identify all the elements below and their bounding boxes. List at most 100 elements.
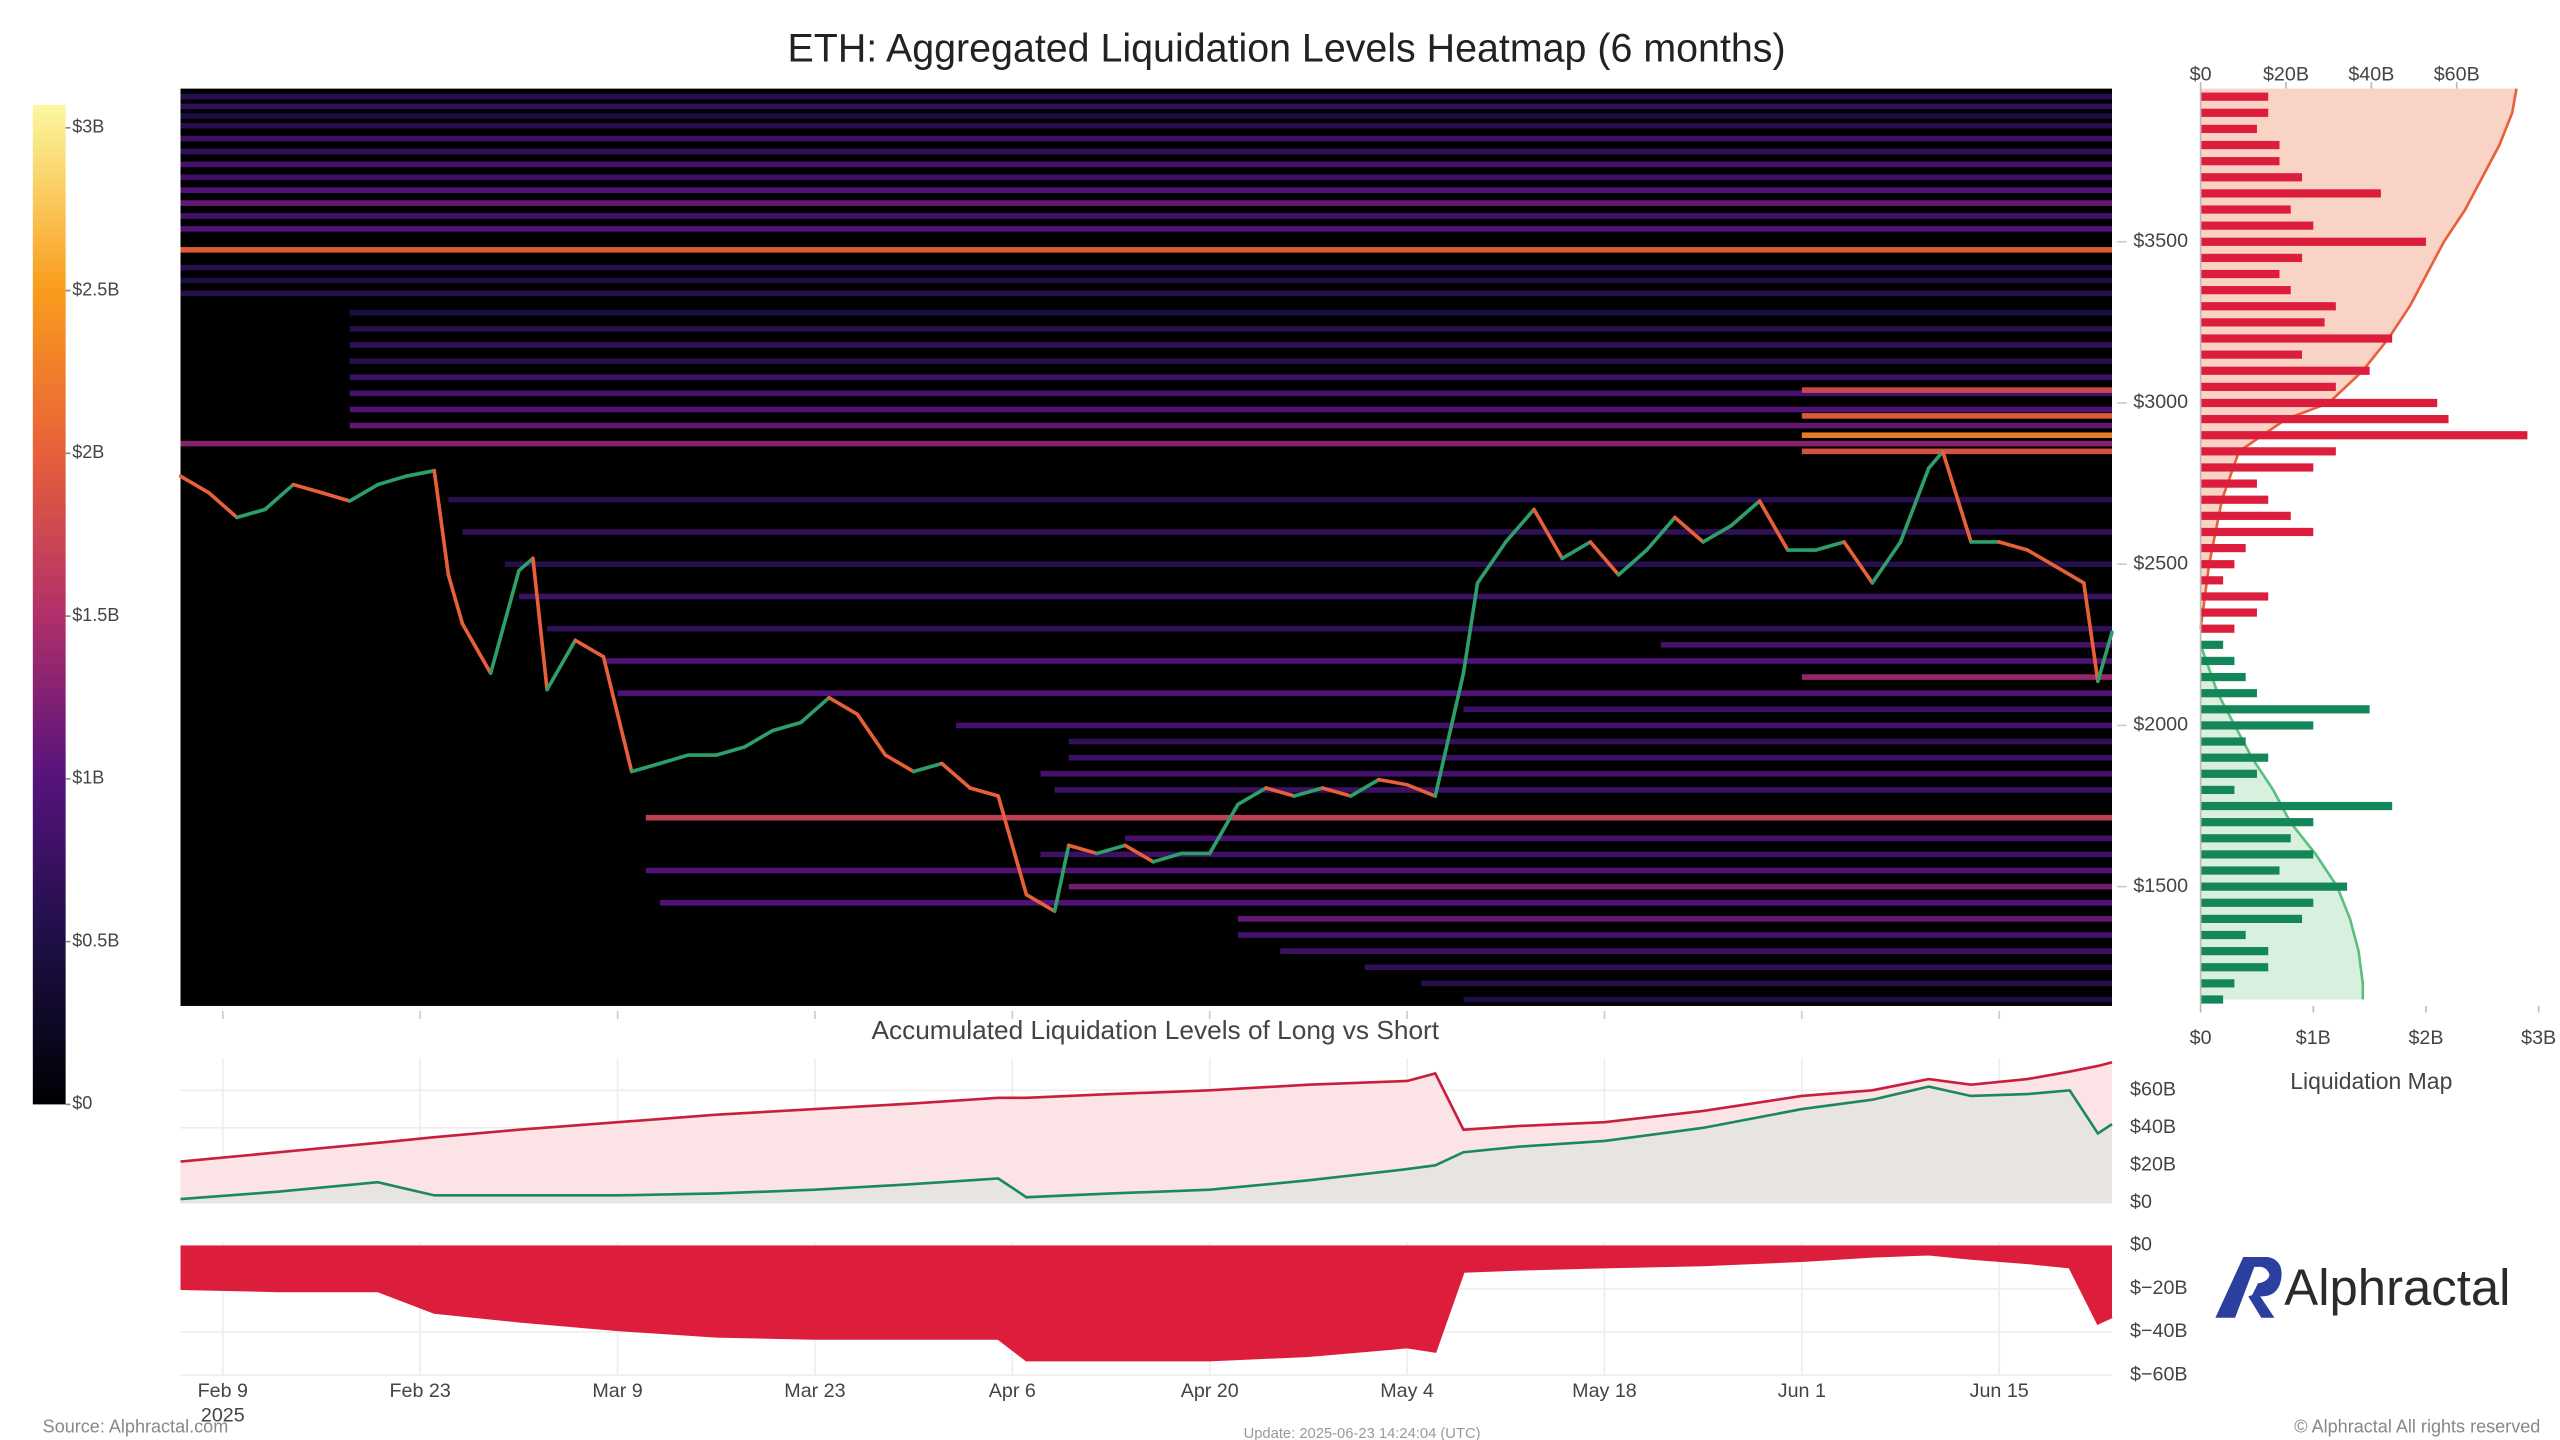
liquidation-bar bbox=[2200, 269, 2280, 279]
liquidation-bar bbox=[2200, 124, 2257, 134]
liquidation-bar bbox=[2200, 140, 2280, 150]
colorbar-tick-label: $2.5B bbox=[72, 279, 119, 299]
map-title: Liquidation Map bbox=[2290, 1068, 2452, 1094]
map-x2-tick-label: $40B bbox=[2348, 64, 2394, 86]
price-tick-label: $1500 bbox=[2133, 875, 2188, 897]
price-segment bbox=[1207, 802, 1240, 856]
x-tick-label: Jun 1 bbox=[1778, 1380, 1826, 1402]
price-segment bbox=[940, 761, 972, 790]
x-tick-label: Mar 23 bbox=[784, 1380, 845, 1402]
price-segment bbox=[319, 490, 352, 503]
liquidation-bar bbox=[2200, 672, 2246, 682]
y-tick-label: $−40B bbox=[2130, 1320, 2187, 1342]
liquidation-bar bbox=[2200, 431, 2528, 440]
liquidation-bar bbox=[2200, 334, 2393, 343]
liquidation-bar bbox=[2200, 447, 2336, 456]
heat-band bbox=[462, 529, 2112, 535]
price-segment bbox=[1616, 548, 1649, 577]
liquidation-bar bbox=[2200, 189, 2381, 198]
liquidation-bar bbox=[2200, 318, 2325, 327]
liquidation-bar bbox=[2200, 157, 2280, 166]
map-x2-tick-label: $0 bbox=[2190, 64, 2212, 86]
heat-band bbox=[518, 593, 2113, 600]
logo-text: Alphractal bbox=[2284, 1259, 2510, 1316]
price-segment bbox=[545, 638, 578, 692]
price-segment bbox=[1123, 843, 1156, 864]
price-segment bbox=[601, 654, 634, 774]
price-segment bbox=[460, 622, 493, 675]
liquidation-bar bbox=[2200, 866, 2280, 875]
price-segment bbox=[404, 468, 437, 478]
heat-band bbox=[180, 113, 2112, 119]
liquidation-bar bbox=[2200, 979, 2235, 988]
price-segment bbox=[1377, 777, 1409, 787]
map-x-tick-label: $0 bbox=[2190, 1027, 2212, 1049]
y-tick-label: $−60B bbox=[2130, 1363, 2187, 1385]
colorbar-tick-label: $1B bbox=[72, 768, 104, 788]
price-segment bbox=[488, 568, 521, 675]
map-x2-tick-label: $60B bbox=[2434, 64, 2480, 86]
price-segment bbox=[996, 794, 1029, 897]
price-segment bbox=[1729, 499, 1762, 528]
price-segment bbox=[1941, 449, 1973, 544]
chart-title: ETH: Aggregated Liquidation Levels Heatm… bbox=[788, 26, 1786, 70]
colorbar-tick-label: $1.5B bbox=[72, 605, 119, 625]
liquidation-bar bbox=[2200, 495, 2269, 504]
price-segment bbox=[1503, 507, 1536, 544]
price-segment bbox=[629, 761, 662, 774]
price-segment bbox=[1405, 782, 1438, 798]
heat-band bbox=[1040, 851, 2112, 858]
price-segment bbox=[1052, 843, 1071, 913]
price-segment bbox=[827, 695, 860, 716]
subplot-title: Accumulated Liquidation Levels of Long v… bbox=[871, 1015, 1439, 1045]
heat-band bbox=[1280, 948, 2112, 954]
logo-mark bbox=[2248, 1257, 2282, 1297]
heat-band bbox=[180, 226, 2112, 232]
liquidation-bar bbox=[2200, 479, 2257, 488]
price-segment bbox=[1560, 540, 1593, 561]
liquidation-bar bbox=[2200, 108, 2269, 117]
price-segment bbox=[347, 482, 380, 503]
liquidation-bar bbox=[2200, 463, 2314, 472]
heat-band bbox=[603, 658, 2112, 664]
heat-band bbox=[349, 406, 2112, 413]
price-segment bbox=[263, 482, 296, 512]
heat-band bbox=[617, 690, 2112, 696]
heat-band bbox=[180, 200, 2112, 206]
price-segment bbox=[1898, 466, 1931, 544]
price-segment bbox=[1292, 786, 1325, 798]
y-tick-label: $20B bbox=[2130, 1154, 2176, 1176]
liquidation-bar bbox=[2200, 398, 2438, 408]
heat-band bbox=[180, 161, 2112, 168]
price-segment bbox=[1066, 843, 1099, 856]
series-line bbox=[180, 1060, 2113, 1163]
liquidation-bar bbox=[2200, 689, 2257, 698]
liquidation-bar bbox=[2200, 237, 2426, 246]
heat-band bbox=[1054, 787, 2112, 793]
liquidation-bar bbox=[2200, 350, 2303, 359]
price-segment bbox=[1264, 786, 1297, 798]
heat-band bbox=[180, 277, 2112, 284]
liquidation-bar bbox=[2200, 753, 2269, 762]
price-segment bbox=[1757, 499, 1790, 552]
price-segment bbox=[883, 753, 916, 774]
price-segment bbox=[1348, 777, 1381, 798]
heat-band bbox=[659, 899, 2112, 906]
price-segment bbox=[531, 556, 549, 692]
price-segment bbox=[742, 728, 775, 749]
heat-band bbox=[180, 440, 2112, 447]
price-segment bbox=[206, 490, 239, 520]
price-segment bbox=[1842, 540, 1875, 585]
liquidation-bar bbox=[2200, 382, 2336, 391]
liquidation-bar bbox=[2200, 850, 2314, 859]
liquidation-bar bbox=[2200, 834, 2291, 843]
logo-mark bbox=[2215, 1257, 2259, 1318]
price-segment bbox=[1532, 507, 1564, 561]
price-segment bbox=[1433, 671, 1466, 798]
map-x-tick-label: $3B bbox=[2521, 1027, 2556, 1049]
logo-mark bbox=[2248, 1293, 2275, 1318]
heat-band bbox=[1364, 964, 2112, 971]
heat-band bbox=[645, 814, 2112, 821]
liquidation-bar bbox=[2200, 882, 2348, 891]
